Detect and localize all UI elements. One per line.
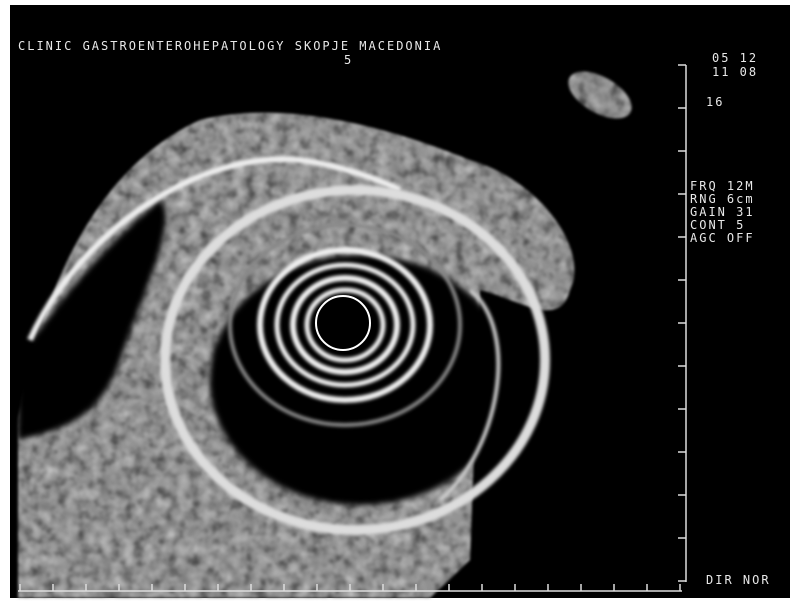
setting: GAIN 31	[690, 205, 755, 219]
footer: DIR NOR	[706, 573, 771, 587]
echo-arc	[438, 288, 501, 502]
setting: CONT 5	[690, 218, 745, 232]
setting: AGC OFF	[690, 231, 755, 245]
time: 11 08	[712, 65, 758, 79]
date: 05 12	[712, 51, 758, 65]
echo-arc	[27, 156, 402, 342]
dark-region	[18, 200, 166, 440]
lumen	[210, 255, 510, 505]
header-subtitle: 5	[344, 53, 353, 67]
header-title: CLINIC GASTROENTEROHEPATOLOGY SKOPJE MAC…	[18, 39, 442, 53]
outer-ring	[160, 185, 550, 535]
scan-image	[18, 71, 632, 598]
bottom-ruler	[18, 584, 682, 592]
tissue-spot	[568, 71, 632, 119]
setting: FRQ 12M	[690, 179, 755, 193]
depth: 16	[706, 95, 724, 109]
right-ruler	[678, 64, 687, 582]
setting: RNG 6cm	[690, 192, 755, 206]
probe	[315, 295, 371, 351]
